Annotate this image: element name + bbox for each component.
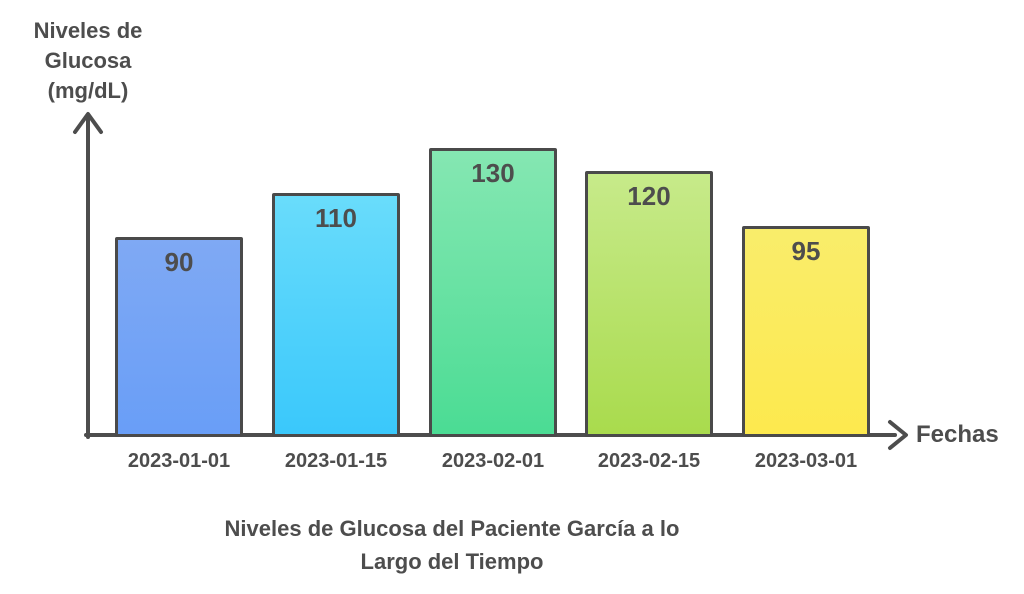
x-tick-label: 2023-03-01: [754, 450, 858, 472]
bar-2023-03-01: 95: [742, 226, 870, 437]
y-axis-title-line: Niveles de: [33, 18, 143, 43]
x-tick-label: 2023-01-15: [284, 450, 388, 472]
x-tick-label: 2023-01-01: [127, 450, 231, 472]
bar-2023-01-01: 90: [115, 237, 243, 437]
bar-value-label: 110: [315, 203, 357, 233]
y-axis-title-line: (mg/dL): [47, 78, 129, 103]
bar-value-label: 130: [471, 158, 515, 188]
x-tick-label: 2023-02-01: [441, 450, 545, 472]
chart-title: Niveles de Glucosa del Paciente García a…: [152, 512, 752, 578]
bar-value-label: 120: [627, 181, 671, 211]
bar-2023-01-15: 110: [272, 193, 400, 437]
x-tick-label: 2023-02-15: [597, 450, 701, 472]
x-axis-title: Fechas: [916, 421, 999, 448]
x-axis-arrow-icon: [888, 420, 908, 450]
bar-2023-02-01: 130: [429, 148, 557, 437]
bar-value-label: 95: [791, 236, 821, 266]
chart-title-line: Niveles de Glucosa del Paciente García a…: [224, 516, 680, 541]
y-axis-title-line: Glucosa: [44, 48, 132, 73]
y-axis-title: Niveles de Glucosa (mg/dL): [8, 16, 168, 106]
y-axis-arrow-icon: [73, 112, 103, 134]
chart-title-line: Largo del Tiempo: [360, 549, 544, 574]
bar-value-label: 90: [164, 247, 194, 277]
bar-2023-02-15: 120: [585, 171, 713, 437]
